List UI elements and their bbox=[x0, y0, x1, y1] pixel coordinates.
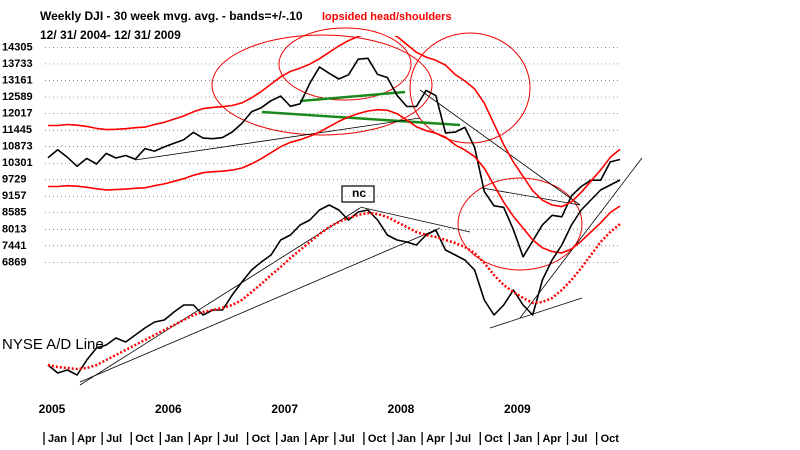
trendline bbox=[134, 117, 421, 161]
trendline bbox=[359, 206, 471, 233]
annotation: lopsided head/shoulders bbox=[322, 11, 452, 23]
x-tick-label: Jul bbox=[223, 433, 239, 445]
x-tick-label: Jan bbox=[281, 433, 300, 445]
trendline bbox=[489, 297, 583, 329]
pattern-ellipse bbox=[278, 27, 412, 101]
trendline bbox=[419, 89, 581, 206]
year-label: 2009 bbox=[504, 402, 531, 416]
x-tick-label: Jan bbox=[397, 433, 416, 445]
y-tick-label: 7441 bbox=[2, 240, 26, 252]
x-tick-label: Jul bbox=[339, 433, 355, 445]
y-tick-label: 12017 bbox=[2, 107, 33, 119]
trendline bbox=[481, 187, 581, 206]
x-tick-label: Apr bbox=[77, 433, 97, 445]
neckline bbox=[299, 90, 406, 103]
x-tick-label: Oct bbox=[135, 433, 154, 445]
x-tick-label: Oct bbox=[368, 433, 387, 445]
x-tick-label: Jan bbox=[513, 433, 532, 445]
year-label: 2007 bbox=[271, 402, 298, 416]
y-tick-label: 12589 bbox=[2, 91, 33, 103]
pattern-ellipse bbox=[409, 32, 531, 144]
x-tick-label: Jan bbox=[164, 433, 183, 445]
chart-title: NYSE A/D Line bbox=[2, 336, 104, 353]
year-label: 2006 bbox=[155, 402, 182, 416]
band-line bbox=[48, 36, 621, 208]
chart-subtitle: 12/ 31/ 2004- 12/ 31/ 2009 bbox=[40, 28, 181, 42]
x-tick-label: Jul bbox=[455, 433, 471, 445]
y-tick-label: 9729 bbox=[2, 174, 26, 186]
neckline bbox=[261, 110, 461, 127]
x-tick-label: Apr bbox=[193, 433, 213, 445]
y-tick-label: 6869 bbox=[2, 256, 26, 268]
y-tick-label: 14305 bbox=[2, 41, 33, 53]
x-tick-label: Oct bbox=[252, 433, 271, 445]
x-tick-label: Jan bbox=[48, 433, 67, 445]
y-tick-label: 11445 bbox=[2, 124, 32, 136]
x-tick-label: Oct bbox=[601, 433, 620, 445]
y-tick-label: 8013 bbox=[2, 223, 26, 235]
pattern-ellipse bbox=[457, 177, 583, 271]
pattern-ellipse bbox=[211, 34, 433, 136]
y-tick-label: 8585 bbox=[2, 207, 26, 219]
annotation-box bbox=[341, 185, 375, 203]
year-label: 2008 bbox=[388, 402, 415, 416]
y-tick-label: 10301 bbox=[2, 157, 33, 169]
y-tick-label: 13733 bbox=[2, 58, 33, 70]
band-line bbox=[48, 108, 621, 254]
x-tick-label: Apr bbox=[542, 433, 562, 445]
x-tick-label: Jul bbox=[572, 433, 588, 445]
chart-title: Weekly DJI - 30 week mvg. avg. - bands=+… bbox=[40, 9, 303, 23]
x-tick-label: Jul bbox=[106, 433, 122, 445]
annotation: nc bbox=[352, 186, 366, 200]
y-tick-label: 9157 bbox=[2, 190, 26, 202]
band-line bbox=[47, 211, 621, 371]
trendline bbox=[79, 227, 441, 383]
year-label: 2005 bbox=[39, 402, 66, 416]
y-tick-label: 13161 bbox=[2, 74, 33, 86]
x-tick-label: Apr bbox=[426, 433, 446, 445]
trendline bbox=[519, 157, 643, 319]
x-tick-label: Apr bbox=[310, 433, 330, 445]
price-line bbox=[47, 57, 621, 258]
x-tick-label: Oct bbox=[484, 433, 503, 445]
y-tick-label: 10873 bbox=[2, 141, 33, 153]
price-line bbox=[47, 179, 621, 376]
